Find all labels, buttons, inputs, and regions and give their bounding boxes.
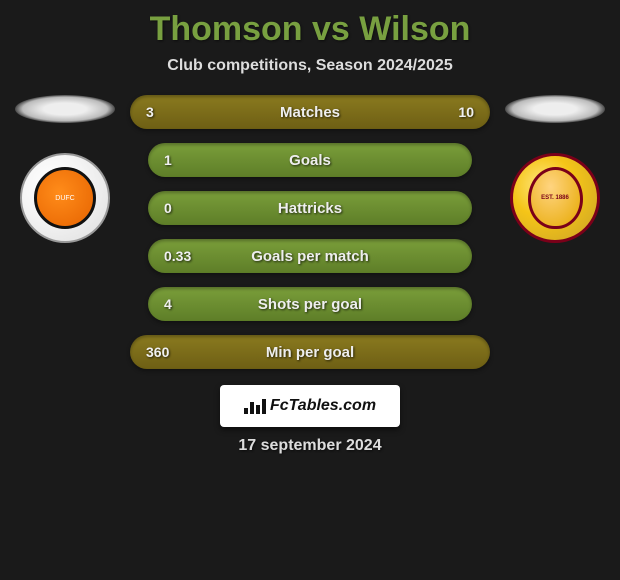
left-club-badge: DUFC	[20, 153, 110, 243]
main-row: DUFC 3 Matches 10 1 Goals 0 Hattricks 0.…	[10, 95, 610, 369]
stat-label: Shots per goal	[258, 296, 362, 313]
stat-left-value: 3	[146, 104, 186, 120]
bar-chart-icon	[244, 398, 266, 414]
right-club-badge: EST. 1886	[510, 153, 600, 243]
date-label: 17 september 2024	[10, 437, 610, 455]
stat-left-value: 0	[164, 200, 204, 216]
right-club-column: EST. 1886	[500, 95, 610, 243]
left-club-column: DUFC	[10, 95, 120, 243]
shadow-ellipse-left	[15, 95, 115, 123]
watermark-text: FcTables.com	[270, 397, 376, 415]
shadow-ellipse-right	[505, 95, 605, 123]
stat-left-value: 1	[164, 152, 204, 168]
watermark-badge: FcTables.com	[220, 385, 400, 427]
stat-right-value: 10	[434, 104, 474, 120]
left-club-badge-inner: DUFC	[34, 167, 96, 229]
right-club-badge-inner: EST. 1886	[528, 167, 583, 229]
stat-row-hattricks: 0 Hattricks	[148, 191, 472, 225]
page-title: Thomson vs Wilson	[10, 10, 610, 49]
stat-left-value: 0.33	[164, 248, 204, 264]
stat-row-min-per-goal: 360 Min per goal	[130, 335, 490, 369]
comparison-card: Thomson vs Wilson Club competitions, Sea…	[0, 0, 620, 465]
stat-row-matches: 3 Matches 10	[130, 95, 490, 129]
stats-column: 3 Matches 10 1 Goals 0 Hattricks 0.33 Go…	[130, 95, 490, 369]
stat-left-value: 360	[146, 344, 186, 360]
stat-row-shots-per-goal: 4 Shots per goal	[148, 287, 472, 321]
stat-row-goals-per-match: 0.33 Goals per match	[148, 239, 472, 273]
stat-row-goals: 1 Goals	[148, 143, 472, 177]
stat-label: Goals per match	[251, 248, 369, 265]
stat-label: Min per goal	[266, 344, 354, 361]
subtitle: Club competitions, Season 2024/2025	[10, 57, 610, 75]
stat-label: Matches	[280, 104, 340, 121]
stat-left-value: 4	[164, 296, 204, 312]
stat-label: Goals	[289, 152, 331, 169]
stat-label: Hattricks	[278, 200, 342, 217]
